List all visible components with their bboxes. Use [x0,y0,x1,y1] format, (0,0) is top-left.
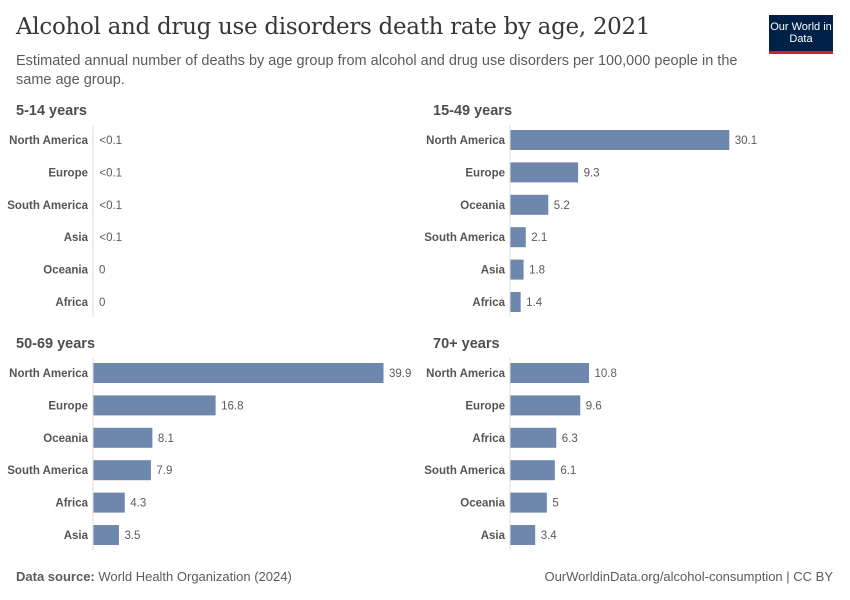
category-label: Asia [481,530,506,542]
panel-title: 50-69 years [16,336,95,352]
value-label: 5.2 [554,200,570,212]
value-label: 7.9 [156,465,172,477]
category-label: Oceania [460,498,505,510]
source-label: Data source: [16,569,95,584]
category-label: North America [426,135,505,147]
value-label: 16.8 [221,400,243,412]
value-label: 9.3 [584,167,600,179]
value-label: <0.1 [99,167,122,179]
value-label: 9.6 [586,400,602,412]
bar [93,427,153,448]
bar [510,130,730,150]
value-label: <0.1 [99,135,122,147]
bar [510,259,524,280]
bar [93,492,125,513]
value-label: 6.1 [560,465,576,477]
value-label: 0 [99,265,105,277]
bar [93,525,119,545]
value-label: 3.4 [541,530,558,542]
category-label: South America [7,200,88,212]
source-url[interactable]: OurWorldinData.org/alcohol-consumption |… [544,569,833,584]
value-label: 4.3 [130,498,146,510]
category-label: Europe [465,400,505,412]
panel-title: 70+ years [433,336,500,352]
category-label: Asia [481,265,506,277]
chart-title: Alcohol and drug use disorders death rat… [16,14,651,40]
value-label: <0.1 [99,200,122,212]
category-label: Europe [48,167,88,179]
bar [510,492,547,513]
category-label: South America [424,232,505,244]
category-label: Africa [472,297,505,309]
category-label: North America [9,135,88,147]
bar [510,427,557,448]
bar [93,363,384,383]
value-label: 1.8 [529,265,545,277]
value-label: 8.1 [158,433,174,445]
bar [510,363,589,383]
category-label: North America [426,368,505,380]
bar [510,292,521,312]
value-label: 10.8 [594,368,616,380]
category-label: Asia [64,232,89,244]
category-label: Oceania [43,265,88,277]
category-label: North America [9,368,88,380]
chart-subtitle: Estimated annual number of deaths by age… [16,53,738,88]
bar [510,525,536,545]
category-label: Europe [465,167,505,179]
category-label: Africa [472,433,505,445]
value-label: <0.1 [99,232,122,244]
panel-title: 15-49 years [433,103,512,119]
bar [93,460,151,481]
category-label: Oceania [460,200,505,212]
category-label: Africa [55,498,88,510]
value-label: 39.9 [389,368,411,380]
bar [510,162,579,183]
category-label: Europe [48,400,88,412]
value-label: 3.5 [124,530,140,542]
category-label: South America [424,465,505,477]
value-label: 2.1 [531,232,547,244]
bar [510,395,581,416]
category-label: Oceania [43,433,88,445]
owid-logo[interactable]: Our World in Data [769,15,833,54]
value-label: 1.4 [526,297,543,309]
value-label: 5 [552,498,558,510]
value-label: 30.1 [735,135,757,147]
category-label: Asia [64,530,89,542]
data-source: Data source: World Health Organization (… [16,569,292,584]
value-label: 0 [99,297,105,309]
panel-title: 5-14 years [16,103,87,119]
category-label: South America [7,465,88,477]
source-text[interactable]: World Health Organization (2024) [98,569,292,584]
bar [510,227,526,248]
value-label: 6.3 [562,433,578,445]
bar [93,395,216,416]
bar [510,194,549,215]
category-label: Africa [55,297,88,309]
bar [510,460,555,481]
